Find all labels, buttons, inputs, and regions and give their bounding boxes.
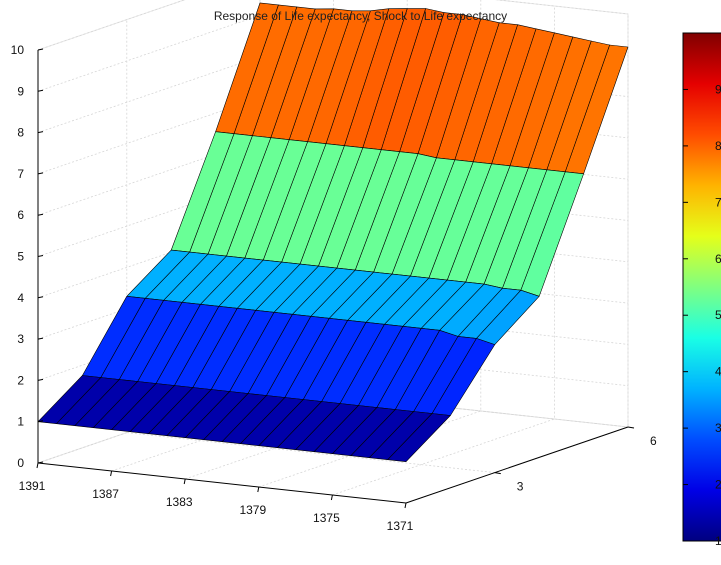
colorbar-tick-label: 7 bbox=[715, 195, 721, 209]
x-tick bbox=[257, 486, 260, 493]
y-axis-line bbox=[405, 426, 629, 504]
colorbar-tick-label: 2 bbox=[715, 478, 721, 492]
y-tick bbox=[627, 426, 635, 429]
z-tick bbox=[37, 48, 44, 51]
z-tick-label: 9 bbox=[17, 84, 24, 98]
x-axis-line bbox=[37, 462, 407, 504]
z-tick bbox=[37, 213, 44, 216]
z-tick-label: 2 bbox=[17, 373, 24, 387]
colorbar-tick-label: 5 bbox=[715, 308, 721, 322]
grid-line-x bbox=[405, 14, 629, 504]
z-tick-label: 4 bbox=[17, 291, 24, 305]
colorbar-tick-label: 6 bbox=[715, 252, 721, 266]
x-tick-label: 1387 bbox=[92, 487, 119, 501]
z-tick bbox=[37, 420, 44, 423]
z-tick-label: 0 bbox=[17, 456, 24, 470]
z-tick-label: 5 bbox=[17, 250, 24, 264]
grid-line-z bbox=[37, 0, 629, 51]
x-tick bbox=[330, 494, 333, 501]
z-tick-label: 3 bbox=[17, 332, 24, 346]
axes: 0 1 2 3 4 5 6 7 8 9 10 1391 1387 1383 1379 1375 1371 3 6 bbox=[11, 43, 657, 533]
z-tick bbox=[37, 461, 44, 464]
z-tick-label: 1 bbox=[17, 415, 24, 429]
x-tick-label: 1379 bbox=[239, 503, 266, 517]
surface-patch bbox=[37, 375, 102, 425]
y-tick-label: 3 bbox=[517, 480, 524, 494]
y-tick bbox=[494, 472, 501, 475]
z-tick-label: 6 bbox=[17, 208, 24, 222]
z-tick bbox=[37, 172, 44, 175]
x-tick-label: 1391 bbox=[19, 479, 46, 493]
colorbar-tick-label: 4 bbox=[715, 365, 721, 379]
z-tick-label: 7 bbox=[17, 167, 24, 181]
grid-line-z bbox=[37, 345, 629, 423]
z-tick bbox=[37, 337, 44, 340]
x-tick bbox=[36, 462, 39, 469]
x-tick bbox=[183, 478, 186, 485]
grid-line-z bbox=[37, 386, 629, 464]
z-tick bbox=[37, 296, 44, 299]
z-tick-label: 10 bbox=[11, 43, 25, 57]
grid-line-y bbox=[126, 19, 495, 473]
z-tick bbox=[37, 255, 44, 257]
x-tick bbox=[110, 470, 113, 477]
colorbar-tick-label: 8 bbox=[715, 139, 721, 153]
colorbar-tick-label: 3 bbox=[715, 421, 721, 435]
surface-patches bbox=[37, 2, 629, 463]
z-tick bbox=[37, 378, 44, 381]
z-tick-label: 8 bbox=[17, 126, 24, 140]
colorbar-tick-label: 1 bbox=[715, 534, 721, 548]
x-tick-label: 1371 bbox=[387, 519, 414, 533]
colorbar-tick-label: 9 bbox=[715, 82, 721, 96]
chart-title: Response of Life expectancy, Shock to Li… bbox=[213, 9, 508, 23]
x-tick-label: 1383 bbox=[166, 495, 193, 509]
z-tick bbox=[37, 89, 44, 92]
colorbar-fill bbox=[682, 32, 721, 542]
x-tick-label: 1375 bbox=[313, 511, 340, 525]
y-tick-label: 6 bbox=[650, 434, 657, 448]
z-tick bbox=[37, 131, 44, 134]
x-tick bbox=[404, 502, 407, 509]
colorbar: 1 2 3 4 5 6 7 8 9 bbox=[682, 32, 721, 548]
